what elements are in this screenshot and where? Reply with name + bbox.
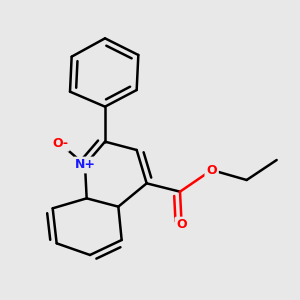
- Text: O: O: [206, 164, 217, 176]
- Text: N+: N+: [74, 158, 95, 172]
- Text: O: O: [176, 218, 187, 232]
- Text: O-: O-: [52, 137, 68, 150]
